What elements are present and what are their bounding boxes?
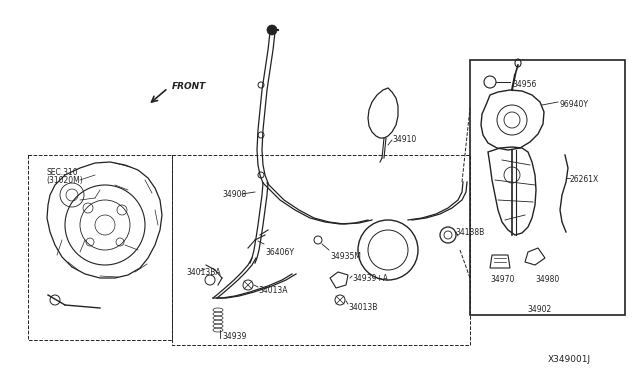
Text: 34013B: 34013B [348, 303, 378, 312]
Text: 34138B: 34138B [455, 228, 484, 237]
Text: 34956: 34956 [512, 80, 536, 89]
Text: 34980: 34980 [535, 275, 559, 284]
Text: 34935M: 34935M [330, 252, 361, 261]
Text: 34902: 34902 [528, 305, 552, 314]
Text: 34910: 34910 [392, 135, 416, 144]
Text: 34970: 34970 [490, 275, 515, 284]
Text: 96940Y: 96940Y [560, 100, 589, 109]
Text: 34013A: 34013A [258, 286, 287, 295]
Text: 34939: 34939 [222, 332, 246, 341]
Text: 26261X: 26261X [570, 175, 599, 184]
Text: FRONT: FRONT [172, 82, 206, 91]
Text: 34013BA: 34013BA [186, 268, 221, 277]
Text: 36406Y: 36406Y [265, 248, 294, 257]
Circle shape [267, 25, 277, 35]
Text: SEC.310: SEC.310 [46, 168, 77, 177]
Text: (31020M): (31020M) [46, 176, 83, 185]
Text: X349001J: X349001J [548, 355, 591, 364]
Text: 34908: 34908 [222, 190, 246, 199]
Text: 34939+A: 34939+A [352, 274, 388, 283]
